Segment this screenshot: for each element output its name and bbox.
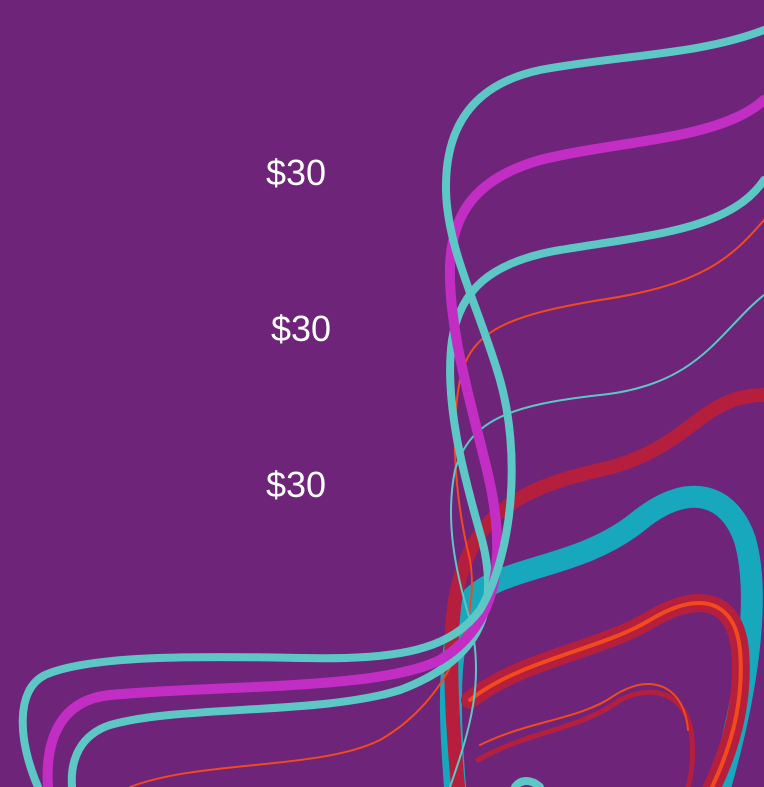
price-label: $30 (266, 152, 327, 193)
orange-thin-line (129, 219, 764, 787)
magenta-wave-line (42, 95, 764, 787)
price-label: $30 (271, 308, 332, 349)
red-wave-line (475, 689, 695, 787)
red-wave-line (461, 594, 750, 787)
red-wave-line (444, 388, 764, 787)
teal-wave-line (67, 176, 764, 787)
orange-wave-line (479, 683, 689, 746)
teal-thin-line (449, 294, 764, 787)
price-label: $30 (266, 464, 327, 505)
teal-wave-line (18, 26, 764, 787)
teal-wave-line (511, 777, 544, 787)
orange-wave-line (468, 601, 743, 787)
